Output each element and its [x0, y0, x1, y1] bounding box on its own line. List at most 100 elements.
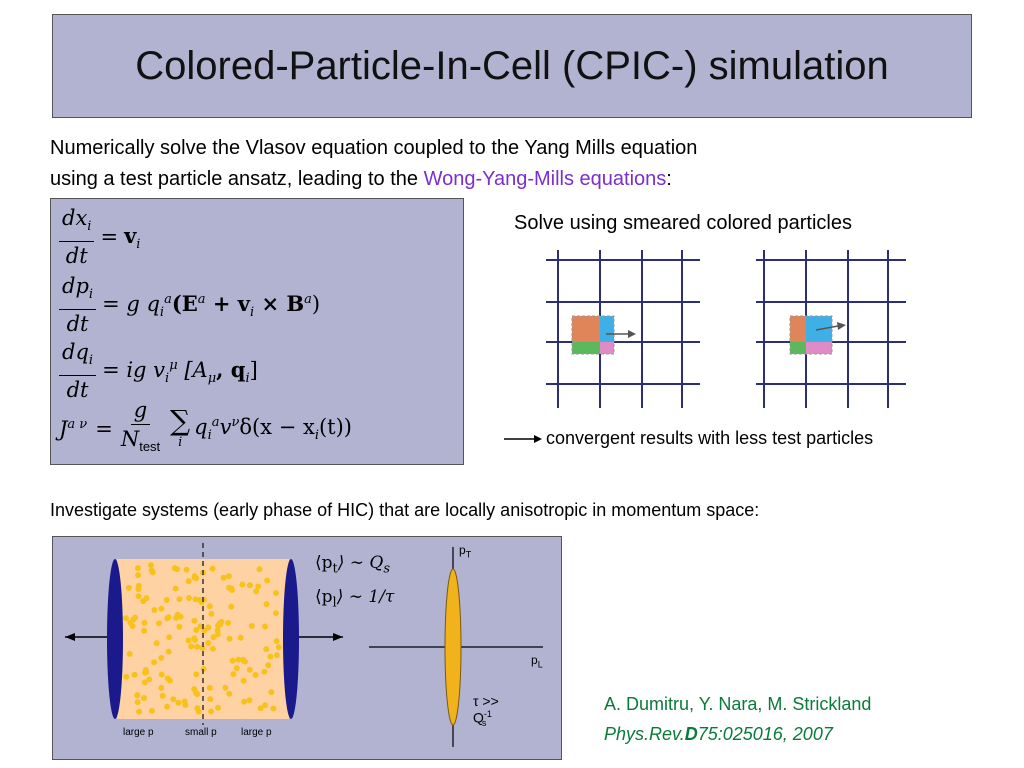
- parton-dot: [176, 623, 183, 630]
- parton-dot: [268, 689, 275, 696]
- eq3-denominator: dt: [66, 378, 89, 403]
- parton-dot: [126, 650, 133, 657]
- parton-dot: [240, 656, 247, 663]
- eq3-rhs: = ig viμ [Aμ, qi]: [102, 356, 258, 386]
- parton-dot: [209, 645, 216, 652]
- eq4-equals: =: [95, 416, 113, 441]
- reference-authors: A. Dumitru, Y. Nara, M. Strickland: [604, 694, 872, 714]
- investigate-label: Investigate systems (early phase of HIC)…: [50, 500, 760, 520]
- parton-dot: [136, 708, 143, 715]
- parton-dot: [239, 581, 246, 588]
- eq4-denominator: Ntest: [120, 427, 161, 455]
- pink-cell: [806, 342, 832, 354]
- small-p-label: small p: [185, 727, 217, 738]
- momentum-ellipse: [444, 568, 462, 726]
- parton-dot: [166, 634, 173, 641]
- parton-dot: [158, 654, 165, 661]
- parton-dot: [222, 684, 229, 691]
- grid-left-lines: [546, 250, 700, 408]
- equation-dp-dt: dpi dt = g qia(Ea + vi × Ba): [59, 273, 320, 337]
- parton-dot: [151, 659, 158, 666]
- parton-dot: [174, 611, 181, 618]
- parton-dot: [246, 697, 253, 704]
- parton-dot: [273, 652, 280, 659]
- parton-dot: [123, 615, 130, 622]
- eq1-equals: =: [100, 225, 119, 250]
- parton-dot: [185, 637, 192, 644]
- parton-dot: [195, 708, 202, 715]
- reference-journal: Phys.Rev.D75:025016, 2007: [604, 724, 833, 744]
- pl-relation: ⟨pl⟩ ∼ 1/τ: [315, 587, 395, 611]
- eq2-denominator: dt: [66, 312, 89, 337]
- parton-dot: [205, 640, 212, 646]
- eq2-numerator: dpi: [59, 273, 97, 311]
- eq2-rhs: = g qia(Ea + vi × Ba): [102, 290, 321, 320]
- parton-dot: [193, 627, 200, 633]
- anisotropy-drawing: [65, 543, 543, 747]
- parton-dot: [199, 645, 206, 651]
- parton-dot: [209, 565, 216, 572]
- parton-dot: [264, 577, 271, 584]
- fraction-dp-dt: dpi dt: [59, 273, 97, 337]
- parton-dot: [143, 595, 150, 602]
- parton-dot: [188, 643, 195, 650]
- parton-dot: [197, 623, 204, 630]
- slide-title: Colored-Particle-In-Cell (CPIC-) simulat…: [135, 43, 889, 88]
- parton-dot: [135, 572, 142, 579]
- equation-current: Ja ν = g Ntest ∑ i qiavνδ(x − xi(t)): [59, 397, 352, 460]
- beam-arrow-right: [333, 633, 343, 641]
- parton-dot: [240, 677, 247, 684]
- parton-dot: [220, 574, 227, 581]
- parton-dot: [225, 573, 232, 580]
- parton-dot: [176, 596, 183, 603]
- parton-dots: [123, 562, 282, 715]
- parton-dot: [142, 666, 149, 673]
- parton-dot: [237, 634, 244, 641]
- beam-arrow-left: [65, 633, 75, 641]
- parton-dot: [262, 702, 269, 709]
- parton-dot: [194, 643, 201, 650]
- parton-dot: [148, 707, 155, 714]
- parton-dot: [134, 699, 141, 706]
- parton-dot: [215, 704, 221, 711]
- parton-dot: [134, 565, 141, 572]
- parton-dot: [170, 696, 177, 703]
- wong-yang-mills-link[interactable]: Wong-Yang-Mills equations: [423, 168, 667, 190]
- parton-dot: [158, 671, 165, 678]
- parton-dot: [262, 623, 268, 630]
- convergent-label: convergent results with less test partic…: [546, 428, 874, 448]
- pink-cell: [600, 342, 614, 354]
- eq3-numerator: dqi: [59, 339, 97, 377]
- parton-dot: [158, 605, 165, 612]
- equation-dq-dt: dqi dt = ig viμ [Aμ, qi]: [59, 339, 258, 403]
- parton-dot: [186, 595, 192, 601]
- parton-dot: [257, 705, 264, 712]
- parton-dot: [123, 673, 130, 680]
- parton-dot: [273, 638, 280, 645]
- parton-dot: [156, 620, 162, 627]
- parton-dot: [185, 578, 192, 585]
- parton-dot: [228, 603, 235, 610]
- parton-dot: [229, 587, 235, 593]
- parton-dot: [265, 662, 272, 669]
- green-cell: [572, 342, 600, 354]
- parton-dot: [229, 657, 236, 664]
- intro-line-1: Numerically solve the Vlasov equation co…: [50, 137, 698, 159]
- parton-dot: [191, 617, 198, 624]
- parton-dot: [208, 708, 215, 715]
- parton-dot: [214, 631, 221, 638]
- anisotropy-figure: ⟨pt⟩ ∼ Qs ⟨pl⟩ ∼ 1/τ pT pL τ >> Q-1s lar…: [52, 536, 562, 760]
- parton-dot: [205, 624, 212, 631]
- parton-dot: [206, 603, 213, 610]
- parton-dot: [241, 698, 248, 705]
- parton-dot: [127, 619, 134, 626]
- parton-dot: [235, 656, 242, 663]
- intro-line-2-prefix: using a test particle ansatz, leading to…: [50, 168, 424, 190]
- parton-dot: [248, 623, 255, 629]
- right-nucleus-cap: [283, 559, 299, 719]
- parton-dot: [141, 695, 147, 701]
- parton-dot: [263, 646, 270, 653]
- parton-dot: [261, 668, 268, 675]
- parton-dot: [134, 692, 141, 699]
- fraction-dq-dt: dqi dt: [59, 339, 97, 403]
